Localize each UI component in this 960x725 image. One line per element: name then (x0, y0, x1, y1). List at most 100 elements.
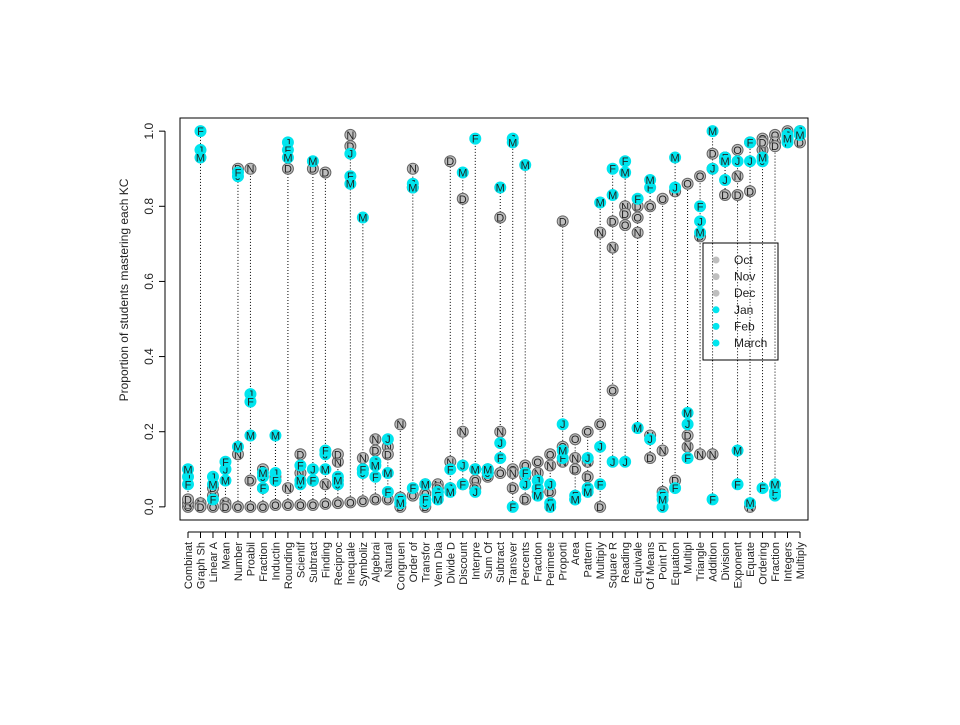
point-letter: J (385, 434, 391, 446)
x-tick-label: Linear A (208, 541, 220, 582)
x-tick-label: Rounding (283, 542, 295, 589)
point-letter: D (609, 216, 617, 228)
point-letter: J (310, 464, 316, 476)
point (356, 211, 369, 224)
x-tick-label: Percents (520, 542, 532, 586)
point (394, 497, 407, 510)
point-letter: D (671, 476, 679, 488)
point (244, 162, 257, 175)
point-letter: J (710, 164, 716, 176)
legend-swatch (712, 256, 720, 264)
y-tick-label: 0.6 (142, 273, 156, 290)
point-letter: O (371, 494, 380, 506)
point (331, 497, 344, 510)
point-letter: M (421, 479, 430, 491)
point-letter: O (259, 502, 268, 514)
point (306, 474, 319, 487)
point (706, 125, 719, 138)
point-letter: J (722, 175, 728, 187)
y-tick-label: 1.0 (142, 122, 156, 139)
point-letter: M (646, 175, 655, 187)
point-letter: M (558, 445, 567, 457)
point (244, 429, 257, 442)
point (694, 200, 707, 213)
point-letter: F (297, 461, 304, 473)
point-letter: D (684, 430, 692, 442)
point-letter: O (359, 496, 368, 508)
point-letter: F (359, 464, 366, 476)
point (306, 155, 319, 168)
point-letter: O (334, 498, 343, 510)
point-letter: J (522, 479, 528, 491)
point (356, 463, 369, 476)
point (744, 497, 757, 510)
point (769, 478, 782, 491)
point-letter: O (571, 434, 580, 446)
point-letter: F (422, 494, 429, 506)
point-letter: M (521, 160, 530, 172)
point (556, 444, 569, 457)
point (506, 482, 519, 495)
point (444, 485, 457, 498)
point (569, 463, 582, 476)
point (456, 425, 469, 438)
plot-frame (179, 117, 809, 521)
point (206, 478, 219, 491)
point-letter: O (284, 500, 293, 512)
x-tick-label: Proporti (558, 542, 570, 581)
x-tick-label: Integers (783, 542, 795, 582)
point-letter: M (208, 479, 217, 491)
point-letter: F (709, 494, 716, 506)
point-letter: M (346, 179, 355, 191)
x-tick-label: Pattern (583, 542, 595, 577)
point (219, 474, 232, 487)
point-letter: D (371, 445, 379, 457)
point-letter: D (584, 472, 592, 484)
point-letter: M (246, 430, 255, 442)
point-letter: J (560, 419, 566, 431)
point (506, 136, 519, 149)
point-letter: M (433, 494, 442, 506)
point (669, 181, 682, 194)
point (256, 482, 269, 495)
point-letter: F (310, 476, 317, 488)
x-tick-label: Square R (608, 542, 620, 589)
point (556, 418, 569, 431)
point-letter: F (559, 453, 566, 465)
point-letter: J (597, 442, 603, 454)
x-tick-label: Discount (458, 542, 470, 585)
point-letter: M (383, 468, 392, 480)
point (369, 459, 382, 472)
point (681, 452, 694, 465)
x-tick-label: Ordering (758, 542, 770, 585)
point (606, 384, 619, 397)
point (606, 241, 619, 254)
point-letter: O (771, 130, 780, 142)
point-letter: D (571, 464, 579, 476)
point-letter: M (683, 408, 692, 420)
point-letter: F (372, 472, 379, 484)
point-letter: J (348, 149, 354, 161)
point-letter: D (634, 201, 642, 213)
point (731, 478, 744, 491)
point (694, 170, 707, 183)
point (456, 192, 469, 205)
point (506, 467, 519, 480)
point-letter: F (747, 137, 754, 149)
point-letter: D (197, 502, 205, 514)
x-tick-label: Interpre (470, 542, 482, 580)
point-letter: O (596, 419, 605, 431)
point (406, 162, 419, 175)
point-letter: N (321, 479, 329, 491)
point (231, 500, 244, 513)
point-letter: D (771, 141, 779, 153)
point-letter: N (284, 483, 292, 495)
point-letter: N (409, 164, 417, 176)
point (319, 444, 332, 457)
point-letter: O (246, 502, 255, 514)
point-letter: D (184, 494, 192, 506)
point (406, 482, 419, 495)
x-tick-label: Scientif (295, 541, 307, 578)
x-tick-label: Combinat (183, 542, 195, 589)
point-letter: J (223, 464, 229, 476)
